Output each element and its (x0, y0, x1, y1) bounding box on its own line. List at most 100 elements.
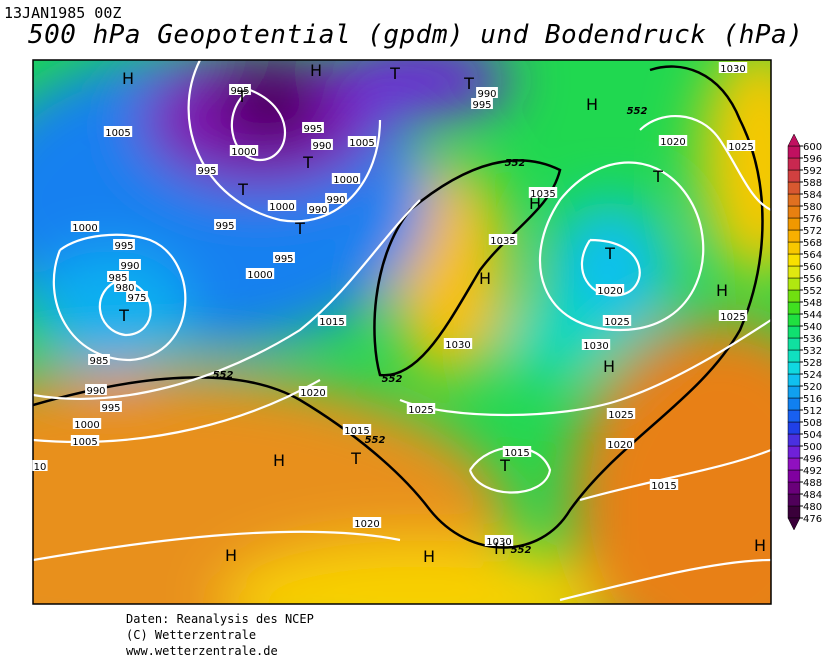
label-bg (229, 145, 259, 156)
pressure-center: T (118, 306, 129, 325)
label-bg (70, 221, 100, 232)
pressure-center: H (423, 547, 435, 566)
isobar-label: 995 (114, 241, 133, 252)
colorbar-tick-label: 588 (803, 178, 822, 189)
pressure-center: T (652, 167, 663, 186)
colorbar-band (787, 373, 801, 387)
colorbar-band (787, 217, 801, 231)
date: 13JAN1985 00Z (4, 4, 122, 22)
colorbar-band (787, 169, 801, 183)
colorbar-band (787, 457, 801, 471)
pressure-center: T (389, 64, 400, 83)
isobar-label: 1020 (597, 286, 622, 297)
label-bg (113, 239, 135, 250)
pressure-center: T (236, 87, 247, 106)
isobar-label: 995 (303, 124, 322, 135)
colorbar-tick-label: 480 (803, 502, 822, 513)
colorbar-band (787, 469, 801, 483)
colorbar-tick-label: 520 (803, 382, 822, 393)
label-bg (107, 271, 129, 282)
colorbar-band (787, 145, 801, 159)
label-bg (342, 424, 372, 435)
pressure-center: T (294, 219, 305, 238)
label-bg (605, 438, 635, 449)
label-bg (114, 281, 136, 292)
isobar-label: 1020 (660, 137, 685, 148)
label-bg (88, 354, 110, 365)
isobar-label: 990 (312, 141, 331, 152)
label-bg (302, 122, 324, 133)
isobar-label: 1025 (608, 410, 633, 421)
colorbar-band (787, 205, 801, 219)
colorbar-band (787, 325, 801, 339)
colorbar-tick-label: 568 (803, 238, 822, 249)
label-bg (311, 139, 333, 150)
isobar-label: 1000 (231, 147, 256, 158)
label-bg (649, 479, 679, 490)
label-bg (307, 203, 329, 214)
pressure-center: H (529, 194, 541, 213)
label-bg (476, 87, 498, 98)
map-field (33, 60, 771, 604)
isobar-label: 1020 (300, 388, 325, 399)
label-bg (32, 460, 48, 471)
height-contour-label: 552 (365, 435, 386, 446)
isobar-label: 1035 (530, 189, 555, 200)
height-contour-label: 552 (505, 158, 526, 169)
colorbar-tick-label: 592 (803, 166, 822, 177)
colorbar-tick-label: 564 (803, 250, 822, 261)
label-bg (229, 84, 251, 95)
pressure-center: H (225, 546, 237, 565)
isobar-label: 1025 (408, 405, 433, 416)
pressure-center: H (273, 451, 285, 470)
colorbar-tick-label: 496 (803, 454, 822, 465)
isobar-label: 1005 (349, 138, 374, 149)
label-bg (298, 386, 328, 397)
pressure-center: T (350, 449, 361, 468)
colorbar-cap (787, 133, 801, 147)
isobar-label: 995 (197, 166, 216, 177)
colorbar-band (787, 421, 801, 435)
colorbar-tick-label: 600 (803, 142, 822, 153)
isobar-label: 1020 (607, 440, 632, 451)
colorbar-tick-label: 484 (803, 490, 822, 501)
footer-line: www.wetterzentrale.de (126, 644, 278, 656)
isobar-label: 1035 (490, 236, 515, 247)
isobar-label: 1005 (72, 437, 97, 448)
colorbar-band (787, 265, 801, 279)
label-bg (273, 252, 295, 263)
isobar-label: 995 (230, 86, 249, 97)
colorbar-band (787, 409, 801, 423)
label-bg (331, 173, 361, 184)
isobar-label: 1030 (486, 537, 511, 548)
height-contour-label: 552 (382, 374, 403, 385)
colorbar-tick-label: 536 (803, 334, 822, 345)
colorbar-tick-label: 528 (803, 358, 822, 369)
label-bg (595, 284, 625, 295)
isobar-label: 975 (127, 293, 146, 304)
label-bg (352, 517, 382, 528)
colorbar-band (787, 385, 801, 399)
label-bg (606, 408, 636, 419)
colorbar-tick-label: 532 (803, 346, 822, 357)
label-bg (484, 535, 514, 546)
colorbar-band (787, 505, 801, 519)
pressure-center: T (463, 74, 474, 93)
label-bg (488, 234, 518, 245)
label-bg (119, 259, 141, 270)
colorbar-band (787, 157, 801, 171)
colorbar-tick-label: 476 (803, 514, 822, 525)
label-bg (443, 338, 473, 349)
label-bg (581, 339, 611, 350)
isobar-label: 1020 (354, 519, 379, 530)
height-contour-label: 552 (511, 545, 532, 556)
isobar-label: 990 (326, 195, 345, 206)
colorbar-band (787, 229, 801, 243)
colorbar-cap (787, 517, 801, 531)
isobar-label: 1030 (583, 341, 608, 352)
isobar-label: 985 (108, 273, 127, 284)
colorbar-tick-label: 584 (803, 190, 822, 201)
isobar-label: 990 (308, 205, 327, 216)
colorbar-tick-label: 492 (803, 466, 822, 477)
